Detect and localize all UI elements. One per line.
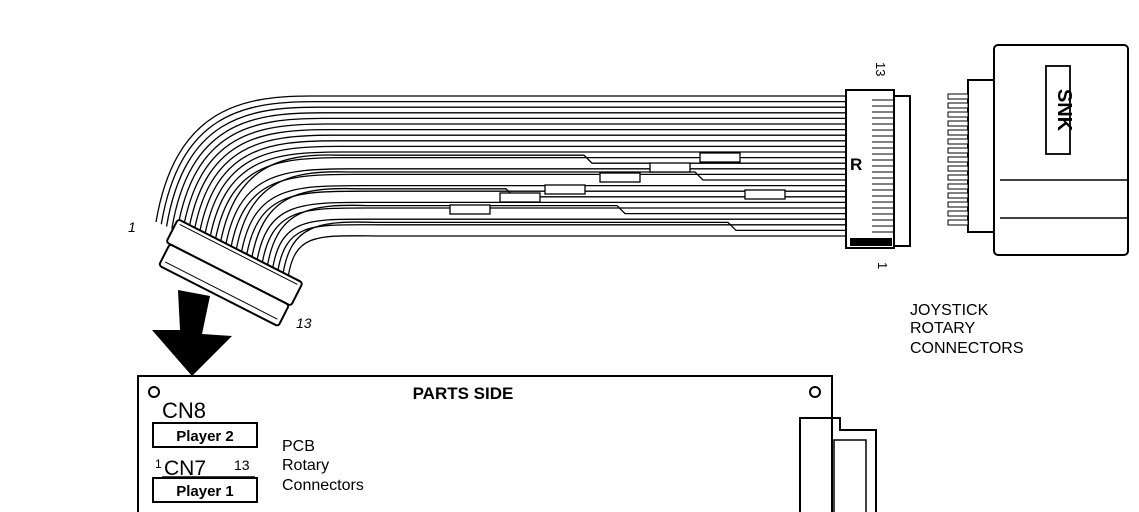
connector-pin	[947, 120, 969, 127]
cn7-pin-13: 13	[234, 457, 250, 473]
pcb-edge-connector	[820, 417, 877, 512]
insert-arrow	[152, 290, 232, 376]
connector-pin	[947, 201, 969, 208]
ribbon-wire	[282, 221, 846, 276]
right-connector-pin-1: 1	[875, 262, 890, 269]
ribbon-wire	[202, 145, 846, 243]
wire-splice	[499, 192, 541, 203]
ribbon-wire	[266, 204, 846, 270]
wire-splice	[599, 172, 641, 183]
connector-pin	[947, 102, 969, 109]
right-connector-marker: R	[850, 155, 862, 174]
ribbon-wire	[176, 117, 846, 232]
ribbon-wire	[229, 173, 846, 254]
connector-pin	[947, 93, 969, 100]
cn7-pin-1: 1	[155, 457, 162, 471]
connector-pin	[947, 192, 969, 199]
ribbon-wire	[213, 156, 846, 247]
pcb-rotary-label-line3: Connectors	[282, 477, 364, 494]
right-connector-pin-13: 13	[873, 62, 888, 76]
pcb-board	[137, 375, 877, 512]
ribbon-wire	[192, 134, 846, 238]
joystick-label-line1: JOYSTICK	[910, 302, 989, 319]
ribbon-wire	[171, 112, 846, 229]
mounting-hole-right	[809, 386, 821, 398]
mounting-hole-left	[148, 386, 160, 398]
snk-logo: SNK	[1045, 65, 1075, 155]
left-connector-pin-13: 13	[296, 315, 312, 331]
svg-text:SNK: SNK	[1053, 89, 1075, 132]
ribbon-wire	[223, 168, 846, 252]
ribbon-cable-wires	[155, 95, 846, 279]
connector-pin	[947, 174, 969, 181]
cn7-connector-box	[152, 477, 258, 503]
cn8-connector-box	[152, 422, 258, 448]
wire-splice	[649, 162, 691, 173]
joystick-connector	[947, 44, 1129, 256]
ribbon-wire	[239, 184, 846, 258]
pcb-rotary-label-line2: Rotary	[282, 457, 329, 474]
right-cable-connector	[845, 89, 911, 249]
left-connector-pin-1: 1	[128, 219, 136, 235]
cn7-player-label: Player 1	[176, 483, 234, 500]
ribbon-wire	[234, 171, 846, 256]
connector-pin	[947, 111, 969, 118]
joystick-label-line3: CONNECTORS	[910, 340, 1024, 357]
left-cable-connector	[158, 219, 303, 327]
cn8-label: CN8	[162, 398, 206, 423]
ribbon-wire	[208, 151, 846, 245]
pcb-side-title: PARTS SIDE	[413, 384, 514, 403]
connector-pin	[947, 219, 969, 226]
ribbon-wire	[160, 100, 846, 225]
connector-pin	[947, 156, 969, 163]
pcb-rotary-label-line1: PCB	[282, 438, 315, 455]
connector-pin	[947, 129, 969, 136]
wire-splice	[744, 189, 786, 200]
wire-splice	[699, 152, 741, 163]
ribbon-wire	[218, 154, 846, 249]
wire-splice	[544, 184, 586, 195]
wire-splice	[449, 204, 491, 215]
connector-pin	[947, 147, 969, 154]
cn8-player-label: Player 2	[176, 428, 234, 445]
ribbon-wire	[271, 218, 846, 272]
connector-pin	[947, 165, 969, 172]
ribbon-wire	[181, 123, 846, 234]
ribbon-wire	[155, 95, 846, 223]
ribbon-wire	[245, 190, 846, 261]
joystick-label-line2: ROTARY	[910, 320, 976, 337]
connector-pin	[947, 210, 969, 217]
cn7-label: CN7	[164, 457, 206, 480]
ribbon-wire	[250, 187, 846, 263]
ribbon-wire	[197, 140, 846, 241]
ribbon-wire	[165, 106, 846, 227]
connector-pin	[947, 183, 969, 190]
ribbon-wire	[276, 224, 846, 274]
ribbon-wire	[260, 207, 846, 267]
ribbon-wire	[255, 201, 846, 265]
ribbon-wire	[287, 235, 846, 279]
connector-pin	[947, 138, 969, 145]
ribbon-wire	[187, 128, 846, 236]
